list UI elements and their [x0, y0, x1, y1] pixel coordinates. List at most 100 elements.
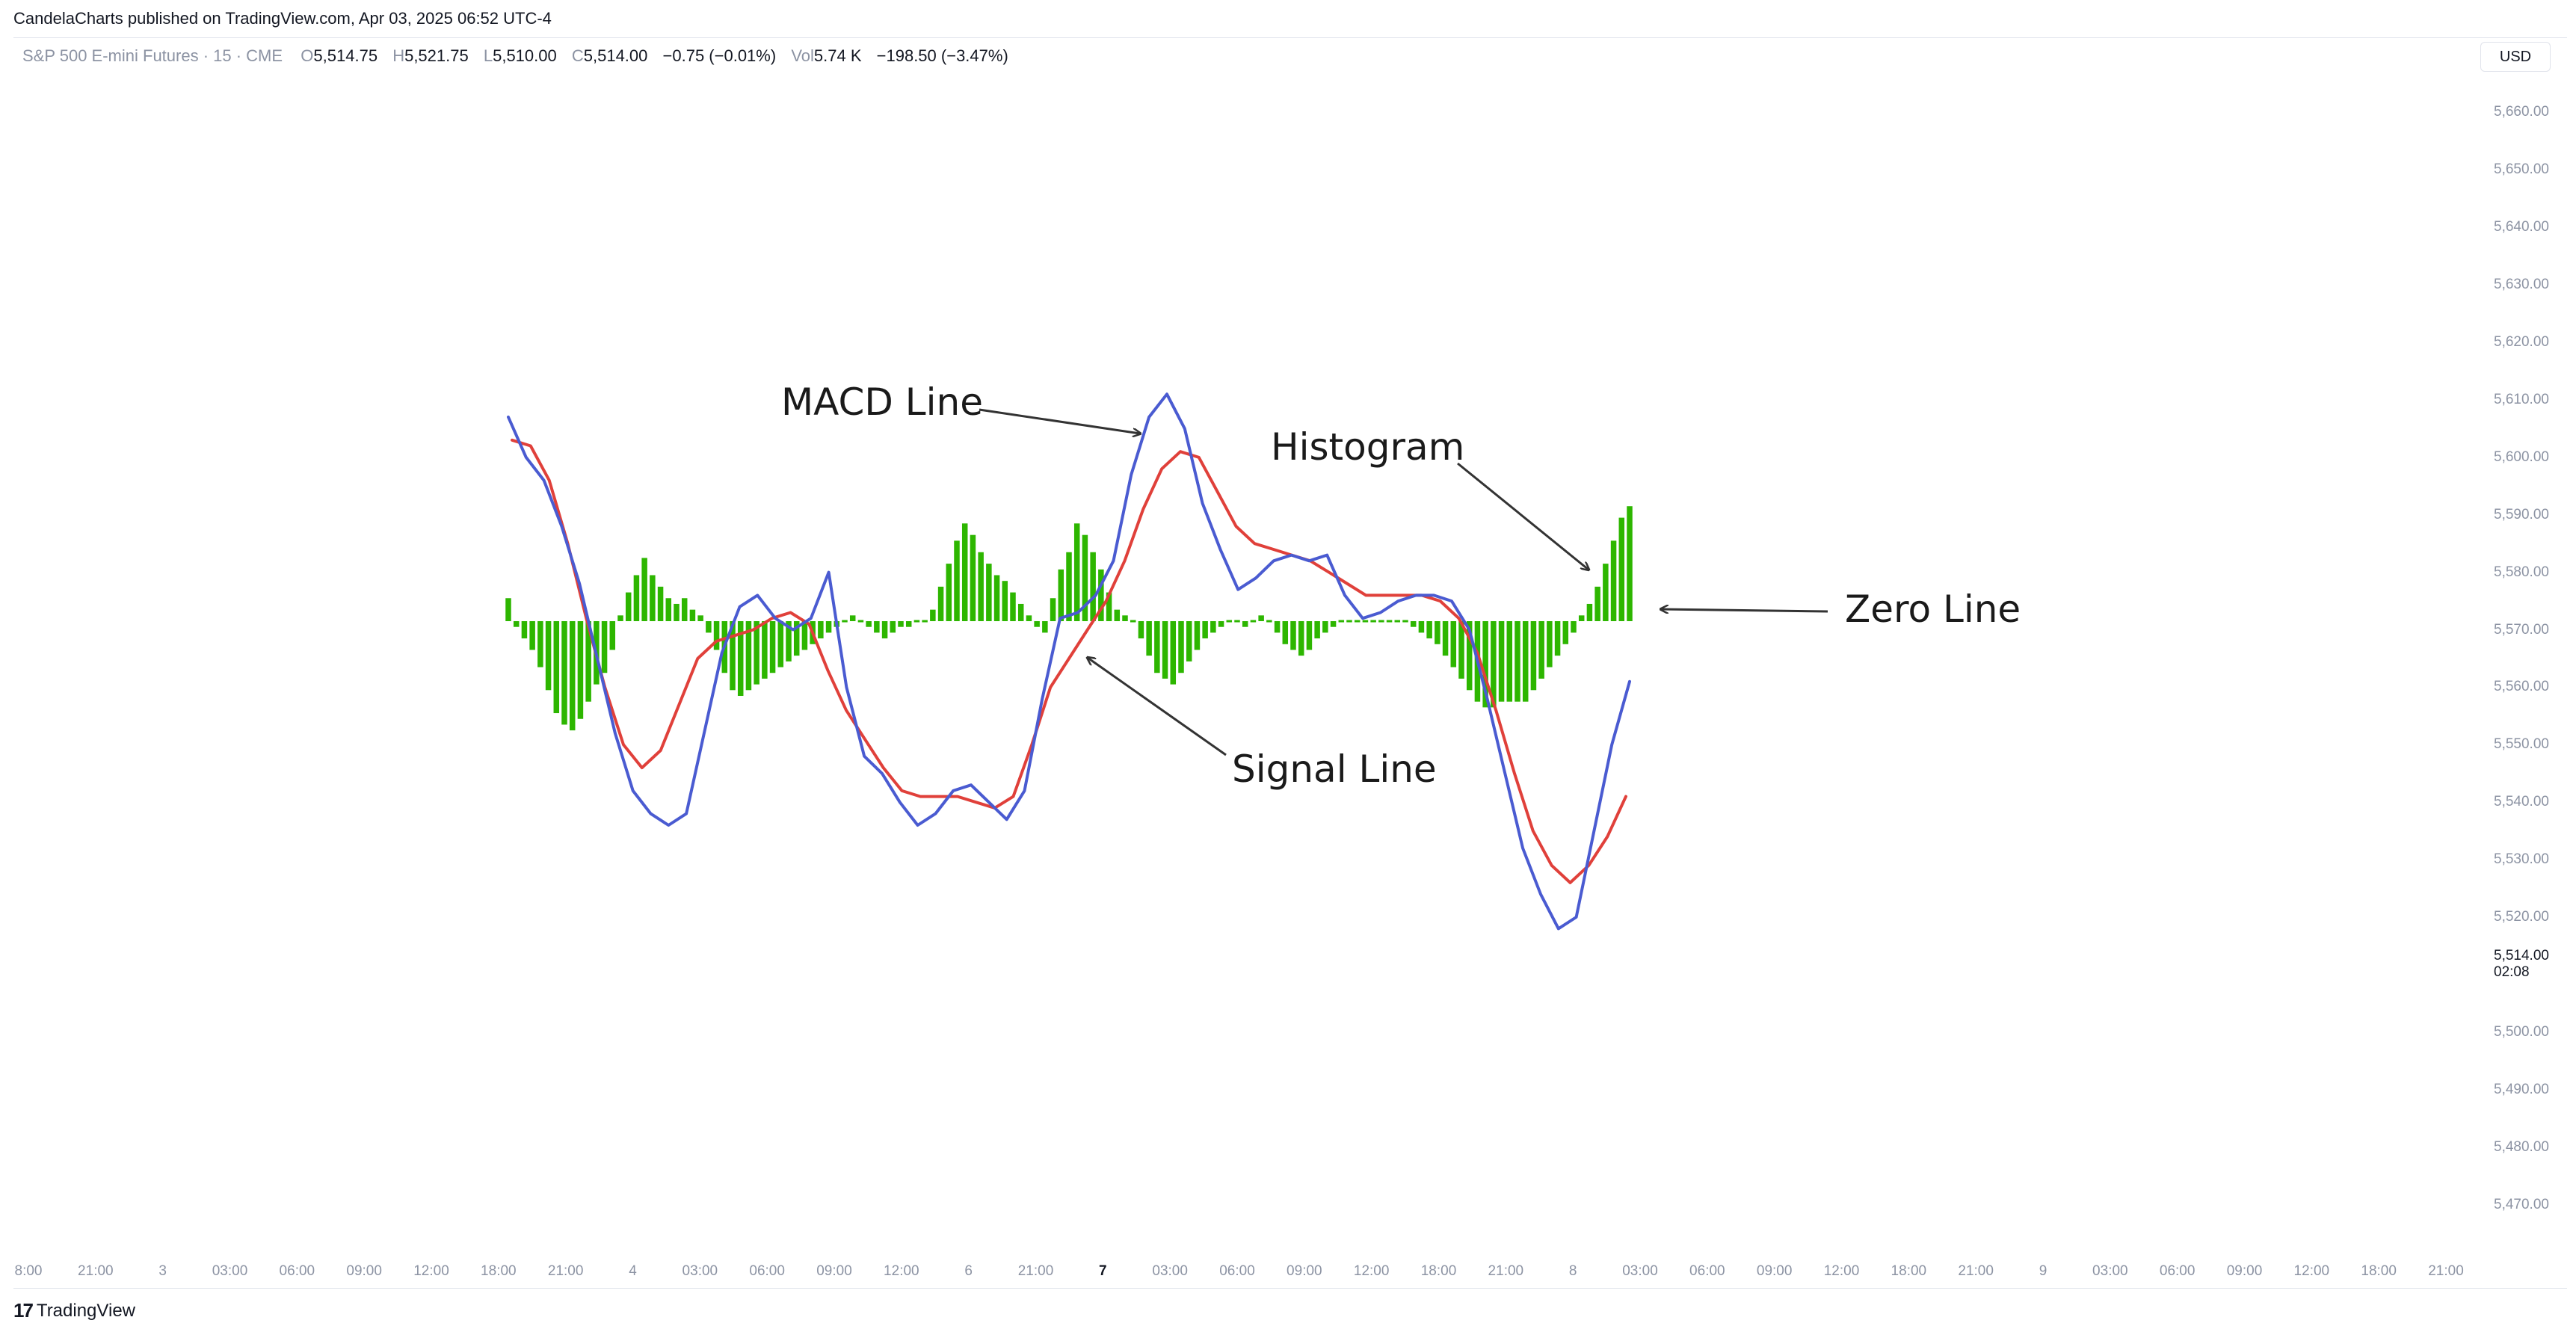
histogram-bar	[1578, 615, 1585, 622]
histogram-bar	[961, 523, 968, 622]
annotation-macd: MACD Line	[781, 380, 1140, 434]
histogram-bar	[561, 621, 567, 725]
histogram-bar	[1506, 621, 1513, 702]
histogram-bar	[689, 609, 696, 622]
histogram-bar	[1146, 621, 1152, 656]
histogram-bar	[1178, 621, 1184, 673]
histogram-bar	[1562, 621, 1569, 644]
bar-countdown: 02:08	[2494, 964, 2530, 980]
histogram-bar	[1466, 621, 1473, 691]
time-axis-tick: 18:00	[1891, 1263, 1927, 1279]
histogram-label: Histogram	[1271, 425, 1464, 469]
histogram-bar	[737, 621, 744, 696]
histogram-bar	[1458, 621, 1464, 679]
symbol-name[interactable]: S&P 500 E-mini Futures · 15 · CME	[22, 46, 283, 65]
price-axis-tick: 5,650.00	[2494, 161, 2549, 178]
histogram-bar	[954, 540, 960, 622]
price-axis-tick: 5,500.00	[2494, 1023, 2549, 1040]
price-axis-tick: 5,550.00	[2494, 736, 2549, 753]
time-axis-tick: 03:00	[212, 1263, 248, 1279]
time-axis-tick: 18:00	[481, 1263, 517, 1279]
histogram-bar	[1346, 620, 1352, 623]
histogram-bar	[1322, 621, 1328, 633]
histogram-bar	[1603, 564, 1609, 622]
close-label: C	[571, 46, 584, 65]
histogram-bar	[769, 621, 776, 673]
histogram-bar	[881, 621, 888, 639]
histogram-bar	[1202, 621, 1208, 639]
histogram-bar	[1402, 620, 1408, 623]
histogram-bar	[1442, 621, 1449, 656]
time-axis-tick: 3	[158, 1263, 167, 1279]
price-axis-tick: 5,640.00	[2494, 219, 2549, 235]
histogram-bar	[825, 621, 832, 633]
low-value: 5,510.00	[493, 46, 557, 65]
price-axis-tick: 5,660.00	[2494, 104, 2549, 120]
histogram-bar	[529, 621, 535, 650]
histogram-bar	[937, 586, 944, 622]
histogram-bar	[1571, 621, 1577, 633]
currency-button[interactable]: USD	[2480, 42, 2551, 72]
annotation-zero: Zero Line	[1661, 588, 2021, 631]
price-axis-tick: 5,470.00	[2494, 1196, 2549, 1212]
histogram-bar	[1042, 621, 1048, 633]
histogram-bar	[1522, 621, 1529, 702]
time-axis-tick: 03:00	[1152, 1263, 1188, 1279]
time-axis-tick: 06:00	[1689, 1263, 1725, 1279]
histogram-bar	[801, 621, 808, 650]
histogram-bar	[1234, 620, 1240, 623]
histogram-bar	[1066, 552, 1072, 622]
histogram-bar	[1426, 621, 1432, 639]
histogram-bar	[1330, 621, 1337, 627]
price-axis-tick: 5,570.00	[2494, 621, 2549, 638]
tradingview-logo[interactable]: 17 TradingView	[13, 1299, 135, 1322]
symbol-legend: S&P 500 E-mini Futures · 15 · CME O5,514…	[22, 46, 1019, 66]
time-axis-tick: 12:00	[413, 1263, 449, 1279]
histogram-bars	[505, 506, 1633, 731]
histogram-bar	[545, 621, 552, 691]
time-axis-tick: 12:00	[2293, 1263, 2330, 1279]
histogram-bar	[641, 558, 647, 622]
histogram-bar	[1594, 586, 1600, 622]
time-axis-tick: 06:00	[2159, 1263, 2196, 1279]
histogram-bar	[1547, 621, 1553, 667]
time-axis-tick: 12:00	[884, 1263, 919, 1279]
histogram-bar	[1154, 621, 1160, 673]
histogram-bar	[713, 621, 720, 650]
histogram-bar	[978, 552, 984, 622]
histogram-bar	[849, 615, 856, 622]
histogram-bar	[706, 621, 712, 633]
extra-change-value: −198.50 (−3.47%)	[876, 46, 1008, 65]
histogram-bar	[1186, 621, 1192, 662]
histogram-bar	[577, 621, 584, 719]
chart-area[interactable]	[13, 37, 2567, 1289]
macd-line	[507, 392, 1631, 931]
histogram-bar	[946, 564, 952, 622]
volume-label: Vol	[791, 46, 814, 65]
histogram-bar	[1530, 621, 1537, 691]
histogram-bar	[1026, 615, 1032, 622]
histogram-bar	[1098, 569, 1104, 622]
histogram-bar	[874, 621, 880, 633]
histogram-bar	[986, 564, 992, 622]
change-value: −0.75 (−0.01%)	[662, 46, 777, 65]
open-value: 5,514.75	[313, 46, 378, 65]
histogram-bar	[1114, 609, 1121, 622]
time-axis-tick: 09:00	[1287, 1263, 1322, 1279]
histogram-bar	[665, 598, 672, 622]
time-axis-tick: 06:00	[279, 1263, 315, 1279]
histogram-bar	[905, 621, 912, 627]
histogram-bar	[922, 620, 928, 623]
time-axis-tick: 03:00	[1622, 1263, 1658, 1279]
price-axis-tick: 5,590.00	[2494, 506, 2549, 522]
time-axis-tick: 09:00	[1756, 1263, 1793, 1279]
histogram-bar	[745, 621, 752, 691]
time-axis-tick: 06:00	[1219, 1263, 1255, 1279]
histogram-bar	[1170, 621, 1177, 685]
histogram-bar	[1226, 620, 1233, 623]
annotation-histogram: Histogram	[1271, 425, 1589, 570]
price-axis-tick: 5,610.00	[2494, 391, 2549, 407]
histogram-bar	[553, 621, 560, 714]
price-axis-tick: 5,540.00	[2494, 794, 2549, 810]
price-axis-tick: 5,630.00	[2494, 277, 2549, 293]
